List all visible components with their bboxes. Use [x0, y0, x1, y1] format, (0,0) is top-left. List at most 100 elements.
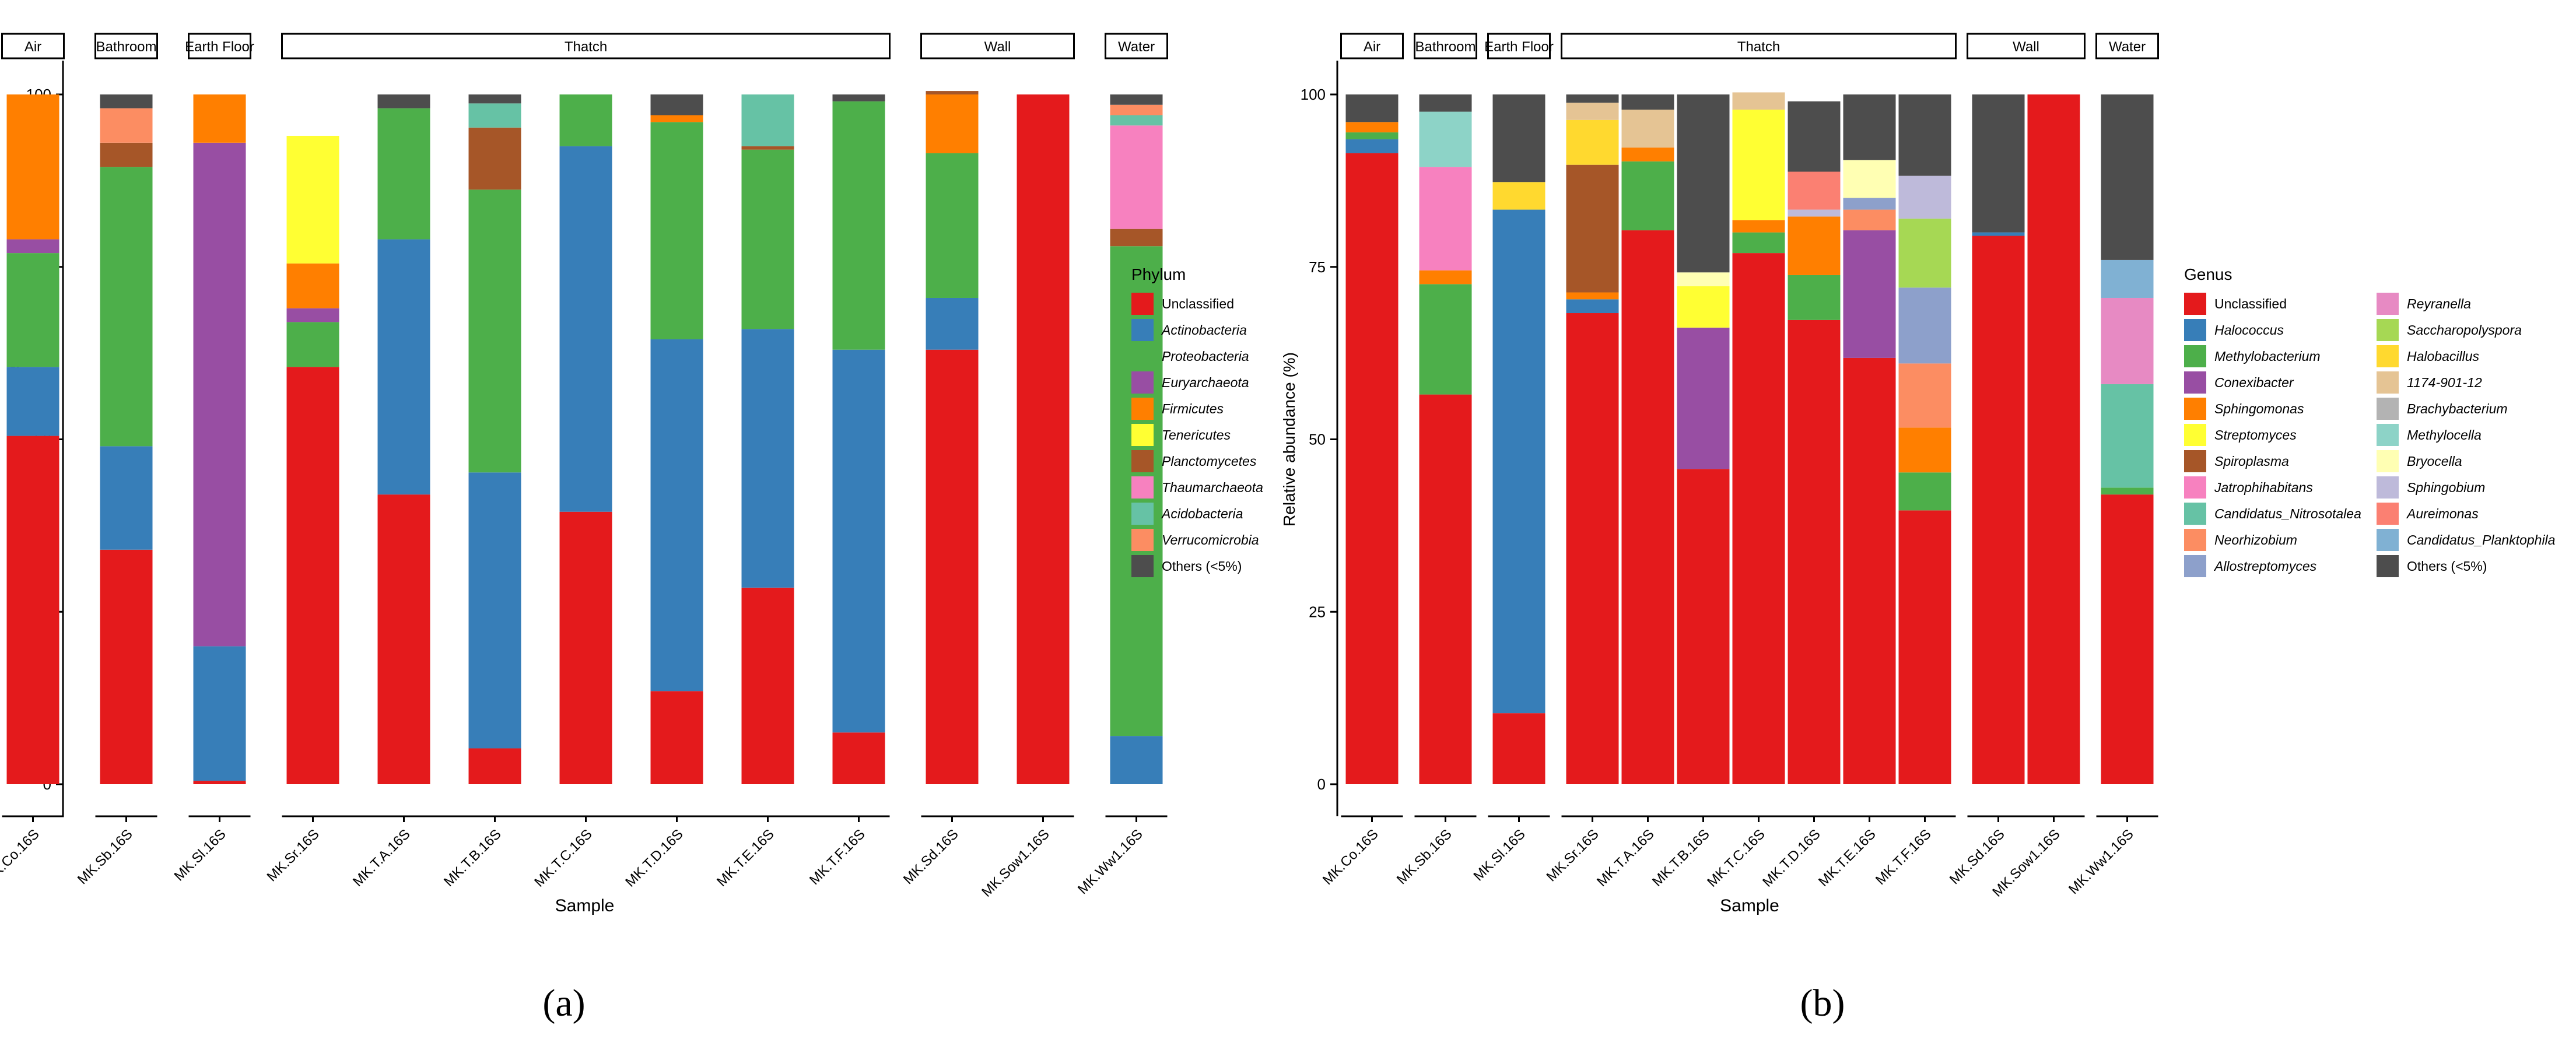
- bar-segment: [1843, 357, 1896, 784]
- bar-segment: [1566, 164, 1619, 293]
- bar-segment: [100, 549, 153, 784]
- x-tick-label: MK.T.B.16S: [441, 826, 504, 890]
- legend-label: Halobacillus: [2407, 349, 2480, 364]
- legend-label: Unclassified: [1162, 296, 1234, 311]
- bar-segment: [286, 367, 339, 784]
- facet-strip: [188, 33, 251, 59]
- bar-segment: [1788, 171, 1841, 210]
- bar-segment: [6, 367, 59, 436]
- bar-segment: [1788, 275, 1841, 320]
- legend-label: Streptomyces: [2214, 427, 2297, 443]
- y-tick-label: 25: [1309, 603, 1326, 620]
- facet-label: Wall: [2013, 39, 2039, 55]
- x-tick-label: MK.T.E.16S: [1816, 826, 1879, 890]
- x-tick-label: MK.T.F.16S: [807, 826, 868, 888]
- facet-label: Thatch: [1737, 39, 1780, 55]
- bar-segment: [1677, 272, 1730, 286]
- bar-segment: [926, 349, 979, 784]
- legend-label: Verrucomicrobia: [1162, 532, 1259, 547]
- bar-segment: [6, 436, 59, 784]
- bar-segment: [468, 748, 521, 784]
- bar-segment: [1732, 253, 1785, 785]
- bar-segment: [559, 94, 612, 146]
- facet-strip: [920, 33, 1075, 59]
- x-tick-label: MK.Sr.16S: [264, 826, 323, 884]
- legend-label: Aureimonas: [2406, 506, 2479, 521]
- facet-strip: [2095, 33, 2159, 59]
- legend-swatch: [2184, 319, 2206, 341]
- y-tick-label: 0: [1317, 775, 1326, 793]
- legend-swatch: [1131, 555, 1154, 577]
- bar-segment: [1566, 94, 1619, 103]
- bar-segment: [6, 239, 59, 254]
- bar-segment: [1345, 139, 1399, 153]
- bar-segment: [1972, 94, 2025, 233]
- bar-segment: [468, 103, 521, 128]
- bar-segment: [377, 108, 430, 240]
- bar-segment: [1492, 209, 1545, 714]
- bar-segment: [1345, 153, 1399, 785]
- legend-label: Thaumarchaeota: [1162, 480, 1263, 495]
- facet-strip: [1414, 33, 1477, 59]
- x-tick-label: MK.T.A.16S: [350, 826, 413, 890]
- bar-segment: [193, 646, 246, 781]
- bar-segment: [832, 349, 885, 733]
- bar-segment: [1110, 94, 1163, 105]
- legend-swatch: [1131, 398, 1154, 420]
- facet-strip: [94, 33, 158, 59]
- bar-segment: [1788, 320, 1841, 784]
- legend-title: Phylum: [1131, 265, 1186, 283]
- legend-swatch: [2377, 555, 2399, 577]
- bar-segment: [1843, 230, 1896, 358]
- legend-swatch: [2184, 503, 2206, 525]
- bar-segment: [1788, 209, 1841, 217]
- legend-label: Others (<5%): [1162, 559, 1242, 574]
- x-tick-label: MK.T.C.16S: [531, 826, 595, 890]
- legend-label: 1174-901-12: [2407, 375, 2482, 390]
- facet-label: Wall: [984, 39, 1011, 55]
- facet-strip: [1, 33, 65, 59]
- legend-swatch: [1131, 319, 1154, 341]
- bar-segment: [2027, 94, 2080, 784]
- bar-segment: [286, 322, 339, 367]
- bar-segment: [100, 108, 153, 143]
- legend-swatch: [1131, 476, 1154, 499]
- bar-segment: [2101, 494, 2154, 784]
- legend-label: Neorhizobium: [2214, 532, 2297, 547]
- bar-segment: [377, 239, 430, 495]
- bar-segment: [926, 91, 979, 94]
- x-tick-label: MK.Sd.16S: [1947, 826, 2008, 887]
- bar-segment: [926, 94, 979, 153]
- bar-segment: [1972, 236, 2025, 784]
- bar-segment: [100, 94, 153, 108]
- bar-segment: [832, 732, 885, 784]
- bar-segment: [1419, 167, 1472, 271]
- bar-segment: [1677, 469, 1730, 784]
- legend-swatch: [2184, 529, 2206, 551]
- bar-segment: [650, 339, 703, 692]
- bar-segment: [1419, 111, 1472, 167]
- bar-segment: [100, 446, 153, 550]
- bar-segment: [1566, 120, 1619, 165]
- bar-segment: [193, 142, 246, 647]
- legend-label: Actinobacteria: [1161, 322, 1247, 338]
- legend-label: Bryocella: [2407, 454, 2462, 469]
- legend-label: Unclassified: [2214, 296, 2287, 311]
- legend-swatch: [2184, 476, 2206, 499]
- x-tick-label: MK.Sb.16S: [75, 826, 136, 887]
- bar-segment: [1419, 94, 1472, 112]
- x-tick-label: MK.T.A.16S: [1594, 826, 1657, 890]
- bar-segment: [741, 329, 794, 588]
- bar-segment: [1566, 103, 1619, 120]
- legend-swatch: [1131, 424, 1154, 446]
- bar-segment: [1621, 94, 1674, 110]
- legend-label: Planctomycetes: [1162, 454, 1257, 469]
- facet-label: Thatch: [565, 39, 607, 55]
- bar-segment: [286, 308, 339, 322]
- x-tick-label: MK.Co.16S: [0, 826, 43, 888]
- x-tick-label: MK.T.B.16S: [1649, 826, 1713, 890]
- bar-segment: [193, 94, 246, 143]
- legend-swatch: [2377, 345, 2399, 367]
